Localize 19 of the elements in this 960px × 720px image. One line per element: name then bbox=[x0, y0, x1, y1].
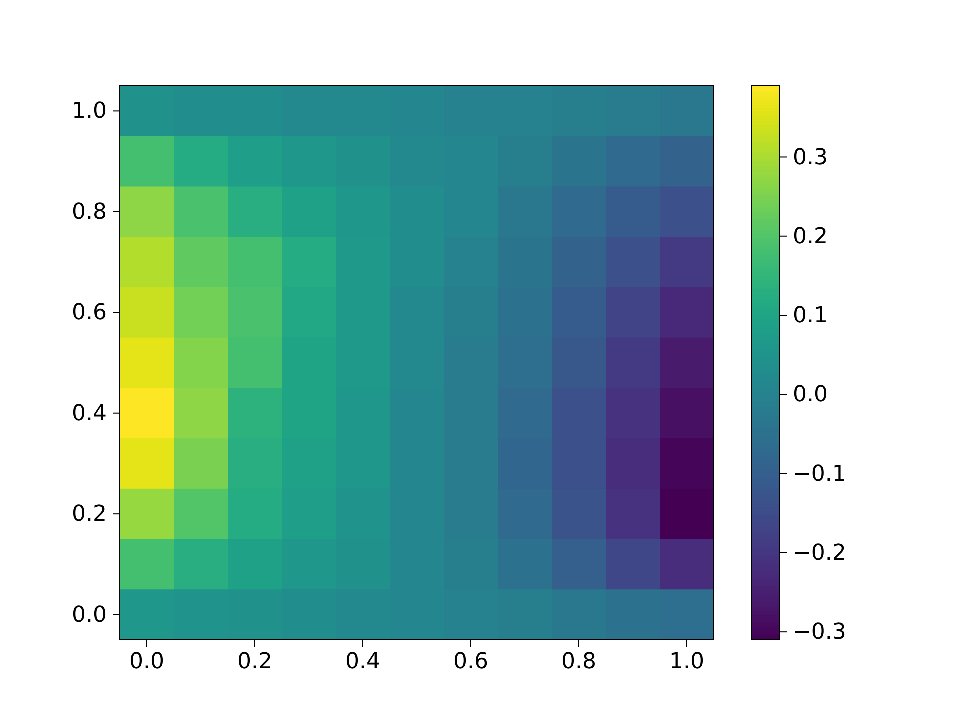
y-tick-label: 1.0 bbox=[72, 99, 107, 124]
color-bar-label: −0.3 bbox=[793, 620, 846, 646]
color-bar-label: −0.2 bbox=[793, 540, 846, 566]
x-tick-label: 0.6 bbox=[454, 650, 488, 675]
color-bar-label: 0.2 bbox=[793, 224, 828, 250]
color-bar-label: −0.1 bbox=[793, 462, 846, 487]
x-tick-label: 0.8 bbox=[562, 650, 596, 675]
y-tick-label: 0.0 bbox=[72, 602, 107, 628]
y-tick-label: 0.2 bbox=[72, 502, 107, 528]
x-tick-label: 0.4 bbox=[346, 650, 380, 675]
y-tick-label: 0.6 bbox=[72, 300, 107, 326]
color-bar-label: 0.3 bbox=[793, 145, 828, 170]
x-tick-label: 1.0 bbox=[670, 650, 704, 675]
x-tick-label: 0.0 bbox=[130, 650, 164, 675]
color-bar-label: 0.0 bbox=[793, 382, 828, 408]
color-bar-label: 0.1 bbox=[793, 304, 828, 329]
y-tick-label: 0.4 bbox=[72, 401, 107, 426]
y-tick-label: 0.8 bbox=[72, 200, 107, 225]
x-tick-label: 0.2 bbox=[238, 650, 272, 675]
